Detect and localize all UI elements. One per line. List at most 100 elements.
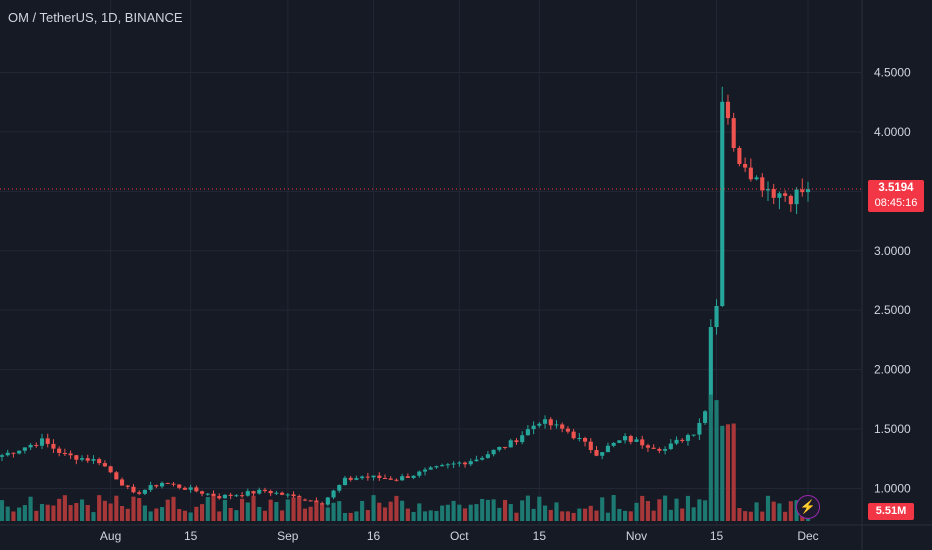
volume-bar: [685, 495, 691, 521]
candle-body: [348, 477, 353, 480]
candle-body: [542, 419, 548, 424]
candle-body: [188, 487, 193, 490]
candle-body: [611, 442, 616, 446]
time-axis-label: Nov: [626, 529, 647, 543]
volume-bar: [342, 512, 348, 521]
volume-bar: [17, 507, 22, 521]
lightning-bolt-icon[interactable]: ⚡: [796, 495, 820, 519]
candle-body: [154, 485, 159, 487]
volume-bar: [119, 505, 125, 521]
candle-body: [691, 434, 696, 436]
candle-body: [451, 463, 456, 465]
candle-body: [182, 487, 187, 490]
candle-body: [234, 495, 239, 497]
candle-body: [240, 495, 245, 497]
candle-body: [39, 438, 45, 446]
volume-bar: [497, 507, 502, 521]
volume-bar: [417, 503, 422, 521]
candle-body: [440, 465, 445, 467]
last-price-tag: 3.5194 08:45:16: [868, 180, 924, 213]
candle-body: [245, 491, 250, 496]
candle-body: [45, 438, 50, 444]
candle-body: [211, 493, 216, 497]
candle-body: [114, 472, 119, 480]
candle-body: [314, 500, 319, 504]
volume-bar: [554, 502, 559, 521]
candle-body: [62, 452, 67, 454]
candle-body: [657, 448, 662, 451]
volume-bar: [360, 500, 365, 521]
price-scale-label: 2.5000: [874, 303, 911, 317]
volume-bar: [720, 425, 725, 521]
volume-bar: [177, 508, 182, 521]
time-axis-label: Sep: [277, 529, 299, 543]
volume-bar: [240, 498, 245, 521]
volume-bar: [560, 511, 565, 521]
candle-body: [531, 425, 536, 430]
candle-body: [502, 446, 508, 448]
candle-body: [5, 452, 10, 456]
candle-body: [480, 457, 485, 460]
candle-body: [34, 444, 39, 446]
candle-body: [462, 462, 468, 465]
candle-body: [417, 471, 422, 476]
candle-body: [468, 461, 473, 465]
volume-bar: [194, 506, 199, 521]
volume-bar: [617, 508, 622, 521]
candle-body: [634, 439, 639, 442]
candle-body: [588, 441, 593, 451]
volume-bar: [651, 510, 656, 521]
volume-bar: [291, 497, 296, 521]
volume-bar: [320, 504, 325, 521]
volume-bar: [737, 508, 742, 521]
candle-body: [760, 177, 765, 191]
volume-bar: [114, 495, 119, 521]
volume-bar: [285, 499, 290, 521]
volume-bar: [308, 506, 313, 521]
volume-bar: [51, 505, 56, 521]
last-price-value: 3.5194: [878, 182, 914, 195]
candle-body: [102, 463, 107, 467]
volume-bar: [188, 512, 193, 521]
volume-bar: [691, 507, 696, 521]
candle-body: [131, 486, 136, 493]
candle-body: [565, 428, 570, 432]
volume-bar: [182, 510, 187, 521]
volume-bar: [5, 506, 10, 521]
candle-body: [337, 485, 342, 491]
volume-bar: [634, 502, 639, 521]
time-axis-label: Aug: [100, 529, 121, 543]
time-axis-label: Oct: [450, 529, 469, 543]
candle-body: [651, 447, 656, 449]
candle-body: [17, 450, 22, 454]
bar-countdown: 08:45:16: [874, 197, 918, 210]
volume-bar: [200, 504, 205, 521]
candle-body: [85, 458, 90, 461]
candle-body: [394, 479, 399, 481]
candle-body: [771, 188, 776, 198]
volume-bar: [280, 510, 285, 521]
candle-body: [577, 438, 582, 440]
volume-bar: [531, 508, 536, 521]
candle-body: [794, 189, 799, 205]
candle-body: [605, 445, 610, 453]
volume-bar: [365, 509, 370, 521]
volume-bar: [371, 495, 376, 521]
candle-body: [331, 490, 336, 498]
volume-bar: [22, 505, 27, 521]
candle-body: [222, 494, 227, 499]
volume-bar: [663, 495, 668, 521]
candle-body: [320, 503, 325, 505]
volume-bar: [474, 504, 479, 521]
candle-body: [308, 500, 313, 502]
volume-bar: [257, 506, 262, 521]
price-scale-label: 4.0000: [874, 125, 911, 139]
volume-bar: [91, 512, 96, 521]
candle-body: [560, 424, 565, 429]
volume-bar: [674, 498, 679, 521]
volume-bar: [754, 502, 759, 521]
volume-bar: [640, 495, 645, 521]
candle-body: [68, 453, 73, 456]
